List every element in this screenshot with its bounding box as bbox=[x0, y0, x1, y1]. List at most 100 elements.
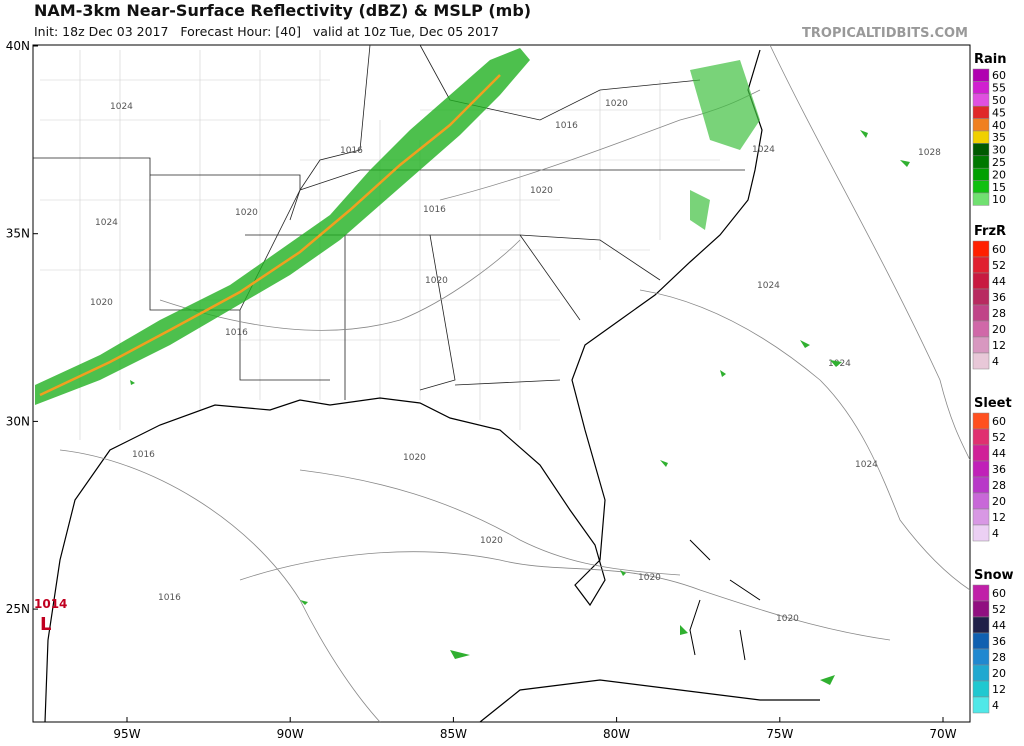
legend-swatch bbox=[972, 118, 990, 132]
legend-level: 30 bbox=[992, 144, 1006, 157]
legend-level: 12 bbox=[992, 683, 1006, 696]
legend-level: 4 bbox=[992, 699, 999, 712]
legend-swatch bbox=[972, 192, 990, 206]
isobar-label: 1016 bbox=[158, 593, 181, 603]
isobar-label: 1020 bbox=[90, 298, 113, 308]
lat-label: 40N bbox=[6, 39, 30, 53]
legend-swatch bbox=[972, 167, 990, 181]
cuba-coast bbox=[479, 679, 820, 723]
isobar-label: 1020 bbox=[480, 536, 503, 546]
legend-level: 60 bbox=[992, 69, 1006, 82]
isobar-label: 1020 bbox=[776, 614, 799, 624]
lat-label: 25N bbox=[6, 602, 30, 616]
legend-level: 52 bbox=[992, 431, 1006, 444]
legend-swatch bbox=[972, 524, 990, 542]
legend-level: 20 bbox=[992, 495, 1006, 508]
legend-swatch bbox=[972, 240, 990, 258]
legend-swatch bbox=[972, 352, 990, 370]
isobar-label: 1016 bbox=[225, 328, 248, 338]
legend-title: Sleet bbox=[974, 396, 1012, 411]
isobar-labels: 1024 1024 1020 1020 1020 1016 1016 1016 … bbox=[90, 99, 941, 624]
legend-level: 52 bbox=[992, 259, 1006, 272]
legend-level: 35 bbox=[992, 131, 1006, 144]
precip bbox=[35, 48, 910, 685]
legends: Rain6055504540353025201510FrzR6052443628… bbox=[972, 52, 1014, 714]
legend-swatch bbox=[972, 288, 990, 306]
isobar-label: 1016 bbox=[555, 121, 578, 131]
legend-swatch bbox=[972, 130, 990, 144]
legend-level: 60 bbox=[992, 587, 1006, 600]
legend-level: 36 bbox=[992, 463, 1006, 476]
isobar-label: 1020 bbox=[425, 276, 448, 286]
lon-label: 80W bbox=[603, 727, 630, 741]
legend-level: 20 bbox=[992, 323, 1006, 336]
isobar-label: 1020 bbox=[235, 208, 258, 218]
legend-swatch bbox=[972, 696, 990, 714]
legend-swatch bbox=[972, 616, 990, 634]
isobar-label: 1020 bbox=[605, 99, 628, 109]
legend-swatch bbox=[972, 444, 990, 462]
legend-title: Rain bbox=[974, 52, 1007, 67]
legend-level: 36 bbox=[992, 635, 1006, 648]
legend-swatch bbox=[972, 93, 990, 107]
lon-label: 90W bbox=[277, 727, 304, 741]
legend-level: 20 bbox=[992, 168, 1006, 181]
isobar-label: 1020 bbox=[530, 186, 553, 196]
legend-swatch bbox=[972, 304, 990, 322]
low-pressure: 1014 bbox=[34, 597, 67, 611]
isobar-label: 1016 bbox=[423, 205, 446, 215]
legend-level: 20 bbox=[992, 667, 1006, 680]
lon-label: 95W bbox=[113, 727, 140, 741]
lat-label: 35N bbox=[6, 227, 30, 241]
legend-swatch bbox=[972, 584, 990, 602]
legend-title: FrzR bbox=[974, 224, 1006, 239]
legend-level: 28 bbox=[992, 651, 1006, 664]
isobar-label: 1016 bbox=[340, 146, 363, 156]
legend-swatch bbox=[972, 648, 990, 666]
brand: TROPICALTIDBITS.COM bbox=[802, 26, 968, 41]
legend-level: 60 bbox=[992, 243, 1006, 256]
isobar-label: 1020 bbox=[403, 453, 426, 463]
isobar-label: 1028 bbox=[918, 148, 941, 158]
legend-level: 45 bbox=[992, 106, 1006, 119]
legend-swatch bbox=[972, 180, 990, 194]
legend-level: 36 bbox=[992, 291, 1006, 304]
legend-swatch bbox=[972, 81, 990, 95]
legend-swatch bbox=[972, 492, 990, 510]
lat-label: 30N bbox=[6, 414, 30, 428]
isobar-label: 1024 bbox=[855, 460, 878, 470]
legend-level: 50 bbox=[992, 94, 1006, 107]
title: NAM-3km Near-Surface Reflectivity (dBZ) … bbox=[34, 1, 531, 20]
legend-level: 10 bbox=[992, 193, 1006, 206]
isobar-label: 1024 bbox=[757, 281, 780, 291]
legend-swatch bbox=[972, 632, 990, 650]
isobar-label: 1016 bbox=[132, 450, 155, 460]
subtitle: Init: 18z Dec 03 2017 Forecast Hour: [40… bbox=[34, 24, 499, 39]
legend-swatch bbox=[972, 256, 990, 274]
legend-level: 40 bbox=[992, 119, 1006, 132]
legend-level: 44 bbox=[992, 447, 1006, 460]
legend-level: 28 bbox=[992, 307, 1006, 320]
legend-level: 44 bbox=[992, 619, 1006, 632]
lon-label: 85W bbox=[440, 727, 467, 741]
legend-level: 12 bbox=[992, 339, 1006, 352]
isobar-label: 1024 bbox=[110, 102, 133, 112]
legend-level: 15 bbox=[992, 181, 1006, 194]
legend-swatch bbox=[972, 680, 990, 698]
bahamas bbox=[689, 539, 761, 661]
isobar-label: 1024 bbox=[752, 145, 775, 155]
legend-swatch bbox=[972, 428, 990, 446]
legend-swatch bbox=[972, 336, 990, 354]
legend-swatch bbox=[972, 155, 990, 169]
legend-level: 60 bbox=[992, 415, 1006, 428]
legend-level: 12 bbox=[992, 511, 1006, 524]
legend-level: 52 bbox=[992, 603, 1006, 616]
legend-level: 4 bbox=[992, 355, 999, 368]
legend-swatch bbox=[972, 664, 990, 682]
legend-swatch bbox=[972, 600, 990, 618]
isobar-label: 1024 bbox=[95, 218, 118, 228]
legend-swatch bbox=[972, 320, 990, 338]
legend-level: 25 bbox=[992, 156, 1006, 169]
legend-level: 4 bbox=[992, 527, 999, 540]
coastline bbox=[44, 49, 763, 723]
